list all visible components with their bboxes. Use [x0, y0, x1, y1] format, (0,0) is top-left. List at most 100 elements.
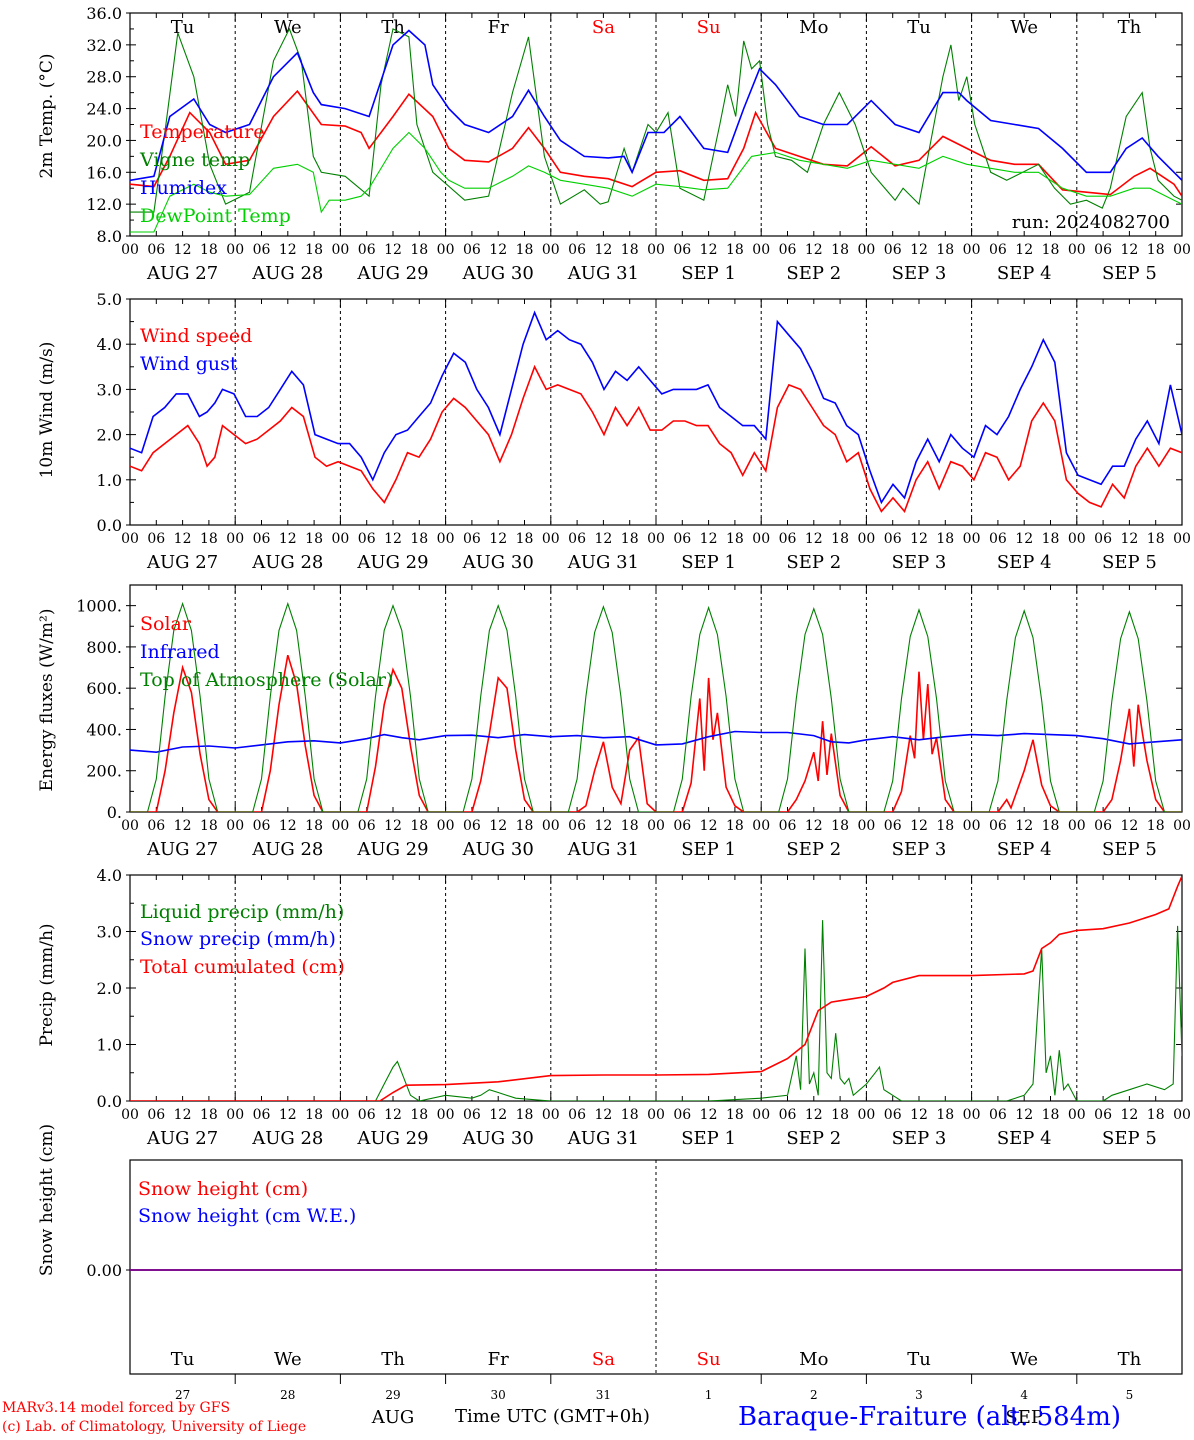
- legend-entry: Liquid precip (mm/h): [140, 901, 344, 923]
- hour-label: 00: [647, 242, 665, 258]
- date-label: AUG 31: [567, 263, 639, 284]
- legend-entry: Solar: [140, 613, 192, 635]
- hour-label: 06: [147, 242, 165, 258]
- ytick-label: 0.0: [97, 516, 122, 535]
- date-label: SEP 1: [681, 839, 736, 860]
- hour-label: 18: [831, 242, 849, 258]
- hour-label: 00: [437, 242, 455, 258]
- ytick-label: 3.0: [97, 380, 122, 399]
- hour-label: 00: [331, 818, 349, 834]
- ytick-label: 0.0: [97, 1092, 122, 1111]
- ytick-label: 1000.: [76, 597, 122, 616]
- ytick-label: 400.: [86, 720, 122, 739]
- series-liquid-precip-mm-h: [130, 920, 1182, 1101]
- hour-label: 18: [936, 818, 954, 834]
- weekday-label: We: [1010, 1349, 1038, 1370]
- hour-label: 06: [884, 1107, 902, 1123]
- weekday-label: Tu: [171, 1349, 195, 1370]
- date-label: AUG 27: [146, 263, 218, 284]
- weekday-label: Th: [1118, 17, 1142, 38]
- hour-label: 18: [516, 818, 534, 834]
- series-solar: [130, 654, 1182, 812]
- hour-label: 18: [1147, 1107, 1165, 1123]
- hour-label: 06: [253, 531, 271, 547]
- panel-1: 8.0 12.0 16.0 20.0 24.0 28.0 32.0 36.0 2m Temp. …: [37, 4, 1191, 284]
- hour-label: 18: [1147, 531, 1165, 547]
- hour-label: 12: [489, 818, 507, 834]
- weekday-label: We: [274, 17, 302, 38]
- weekday-label: Su: [697, 17, 721, 38]
- hour-label: 12: [910, 531, 928, 547]
- date-label: AUG 31: [567, 839, 639, 860]
- hour-label: 00: [1068, 818, 1086, 834]
- weekday-label: Fr: [488, 1349, 509, 1370]
- hour-label: 12: [594, 1107, 612, 1123]
- weekday-label: Tu: [907, 17, 931, 38]
- hour-label: 00: [963, 1107, 981, 1123]
- hour-label: 18: [305, 818, 323, 834]
- day-number: 4: [1020, 1388, 1028, 1402]
- ylabel: Energy fluxes (W/m²): [37, 609, 57, 792]
- hour-label: 06: [147, 818, 165, 834]
- date-label: SEP 3: [892, 263, 947, 284]
- hour-label: 12: [279, 242, 297, 258]
- hour-label: 18: [621, 818, 639, 834]
- hour-label: 06: [1094, 818, 1112, 834]
- legend-entry: Infrared: [140, 641, 220, 663]
- hour-label: 06: [568, 531, 586, 547]
- hour-label: 00: [963, 242, 981, 258]
- hour-label: 00: [857, 531, 875, 547]
- hour-label: 06: [673, 531, 691, 547]
- hour-label: 06: [253, 1107, 271, 1123]
- ytick-label: 2.0: [97, 426, 122, 445]
- hour-label: 12: [384, 1107, 402, 1123]
- hour-label: 06: [779, 1107, 797, 1123]
- weekday-label: Tu: [907, 1349, 931, 1370]
- date-label: SEP 3: [892, 839, 947, 860]
- ytick-label: 8.0: [97, 227, 122, 246]
- station-name: Baraque-Fraiture (alt. 584m): [738, 1402, 1122, 1432]
- panel-5: 0.00 Snow height (cm) Tu We Th Fr Sa Su Mo Tu We Th…: [37, 1124, 1183, 1428]
- date-label: AUG 30: [462, 1128, 534, 1149]
- hour-label: 18: [1042, 818, 1060, 834]
- date-label: AUG 28: [251, 552, 323, 573]
- date-label: AUG 27: [146, 1128, 218, 1149]
- legend-entry: Temperature: [140, 121, 264, 143]
- month-label: AUG: [371, 1407, 415, 1428]
- hour-label: 00: [647, 1107, 665, 1123]
- hour-label: 06: [568, 242, 586, 258]
- hour-label: 00: [437, 531, 455, 547]
- hour-label: 06: [989, 531, 1007, 547]
- hour-label: 06: [1094, 1107, 1112, 1123]
- hour-label: 06: [779, 242, 797, 258]
- hour-label: 18: [516, 242, 534, 258]
- hour-label: 18: [936, 531, 954, 547]
- ylabel: Precip (mm/h): [37, 923, 57, 1046]
- hour-label: 18: [1042, 1107, 1060, 1123]
- hour-label: 00: [1173, 1107, 1191, 1123]
- hour-label: 12: [174, 818, 192, 834]
- ytick-label: 800.: [86, 638, 122, 657]
- hour-label: 12: [805, 818, 823, 834]
- ytick-label: 1.0: [97, 1036, 122, 1055]
- panel-3: 0. 200. 400. 600. 800. 1000. Energy fluxes (W/…: [37, 584, 1191, 860]
- hour-label: 00: [752, 531, 770, 547]
- legend-entry: Humidex: [140, 177, 227, 199]
- series-wind-speed: [130, 364, 1182, 513]
- month-label: SEP: [1005, 1407, 1043, 1428]
- hour-label: 00: [121, 242, 139, 258]
- series-humidex: [130, 29, 1182, 182]
- hour-label: 06: [147, 531, 165, 547]
- hour-label: 12: [1120, 531, 1138, 547]
- legend-entry: DewPoint Temp: [140, 205, 291, 227]
- hour-label: 12: [279, 1107, 297, 1123]
- hour-label: 12: [279, 531, 297, 547]
- hour-label: 18: [200, 242, 218, 258]
- ylabel: Snow height (cm): [37, 1124, 57, 1276]
- day-number: 27: [175, 1388, 190, 1402]
- ytick-label: 5.0: [97, 290, 122, 309]
- hour-label: 00: [121, 1107, 139, 1123]
- hour-label: 06: [884, 818, 902, 834]
- date-label: AUG 28: [251, 1128, 323, 1149]
- hour-label: 00: [1173, 531, 1191, 547]
